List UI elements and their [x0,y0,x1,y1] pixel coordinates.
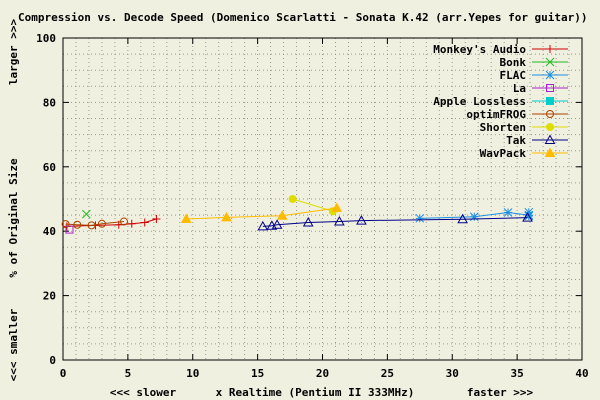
data-point [334,216,345,226]
legend-swatch-marker [546,97,554,105]
legend-entry: Shorten [480,121,568,134]
data-point [140,218,149,227]
legend-swatch-marker [546,84,554,92]
data-point [288,195,297,203]
y-axis-label: % of Original Size [7,158,20,278]
legend-entry: Apple Lossless [433,95,568,108]
data-point [257,220,269,231]
data-point [61,220,70,229]
x-tick-label: 25 [381,367,394,380]
series-7 [257,212,533,231]
grid [63,38,582,360]
series-5 [61,217,128,230]
series-3 [65,225,74,234]
legend-swatch-marker [546,45,554,53]
data-point [356,215,367,225]
series-1 [82,209,91,219]
y-tick-label: 60 [43,161,56,174]
legend-entry: optimFROG [466,108,568,121]
legend-entry: FLAC [500,69,568,82]
legend-label: optimFROG [466,108,526,121]
y-axis-label-bottom: <<< smaller [7,308,20,381]
legend-swatch-marker [545,70,555,80]
series-layer [61,195,534,234]
x-axis-label: x Realtime (Pentium II 333MHz) [216,386,415,399]
data-point [65,225,74,234]
series-line [262,217,528,227]
y-tick-label: 0 [49,354,56,367]
data-point [503,208,513,217]
data-point [221,211,232,222]
x-tick-label: 20 [316,367,329,380]
data-point [97,219,106,228]
series-line [186,207,337,220]
y-tick-label: 20 [43,290,56,303]
data-point [271,219,283,229]
legend-label: Monkey's Audio [433,43,526,56]
legend-swatch-marker [545,57,555,67]
x-tick-label: 35 [511,367,524,380]
x-tick-label: 10 [186,367,199,380]
data-point [415,213,425,223]
data-point [276,210,288,220]
legend-entry: Monkey's Audio [433,43,568,56]
y-tick-label: 80 [43,96,56,109]
legend-swatch-marker [546,123,554,131]
y-tick-label: 100 [36,32,56,45]
data-point [87,221,96,230]
data-point [302,216,314,227]
legend-label: La [513,82,526,95]
x-tick-label: 5 [125,367,132,380]
y-tick-label: 40 [43,225,56,238]
data-point [82,209,91,219]
x-tick-label: 0 [60,367,67,380]
legend-entry: Bonk [500,56,568,69]
data-point [180,213,192,223]
legend-label: Apple Lossless [433,95,526,108]
x-axis-label-right: faster >>> [467,386,534,399]
legend-label: WavPack [480,147,527,160]
data-point [457,213,468,224]
legend-swatch-marker [544,147,556,157]
axis-ticks: 0 5 10 15 20 25 30 35 40 0 20 40 60 80 100 [36,32,589,380]
x-axis-label-left: <<< slower [110,386,177,399]
legend-entry: La [513,82,568,95]
legend-label: Tak [506,134,526,147]
legend-entry: WavPack [480,147,568,160]
data-point [152,214,161,223]
data-point [522,212,533,222]
data-point [331,202,343,213]
legend-label: Shorten [480,121,526,134]
chart-title: Compression vs. Decode Speed (Domenico S… [18,11,588,24]
legend-entry: Tak [506,134,568,147]
legend-swatch-marker [544,134,556,144]
data-point [524,207,534,217]
y-axis-label-top: larger >>> [7,19,20,86]
data-point [127,219,136,228]
x-tick-label: 30 [446,367,459,380]
data-point [119,217,128,226]
data-point [469,212,479,222]
series-8 [180,202,343,223]
legend-label: FLAC [500,69,527,82]
legend-swatch-marker [546,110,554,118]
data-point [73,220,82,229]
x-tick-label: 15 [251,367,264,380]
x-tick-label: 40 [575,367,588,380]
legend-label: Bonk [500,56,527,69]
